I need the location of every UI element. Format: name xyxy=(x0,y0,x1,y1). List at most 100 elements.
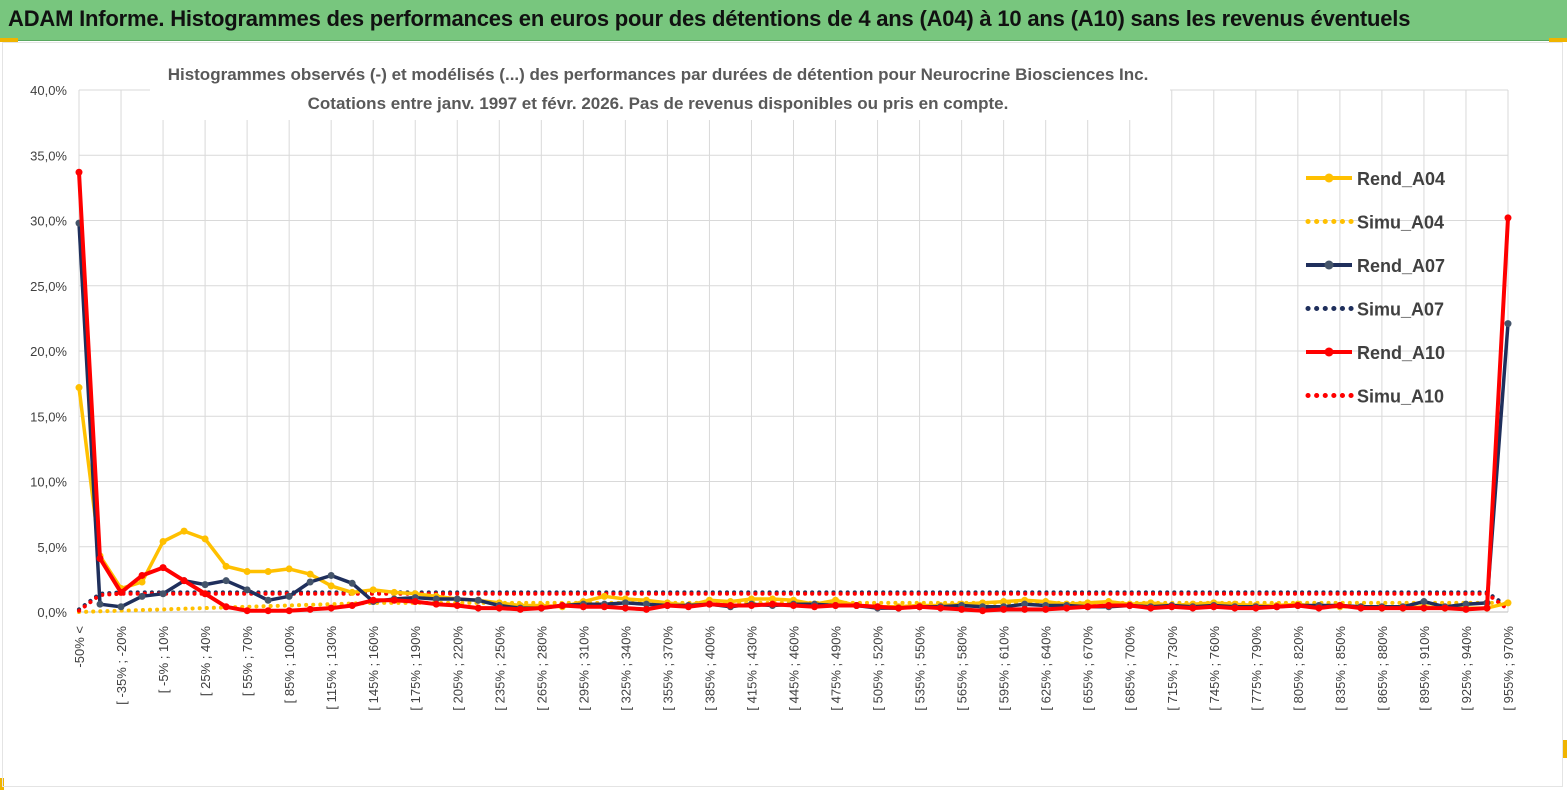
data-point-rend_a04 xyxy=(832,596,840,604)
y-tick-label: 30,0% xyxy=(30,214,67,229)
corner-mark-top-left xyxy=(0,38,18,42)
data-point-rend_a10 xyxy=(1378,604,1386,612)
x-tick-label: [ 685% ; 700% xyxy=(1123,626,1138,711)
data-point-rend_a10 xyxy=(600,603,608,611)
data-point-rend_a10 xyxy=(726,601,734,609)
chart-frame xyxy=(2,42,1563,787)
data-point-rend_a07 xyxy=(432,595,440,603)
data-point-rend_a10 xyxy=(747,601,755,609)
x-tick-label: [ -35% ; -20% xyxy=(114,626,129,705)
chart-title-background xyxy=(150,62,1170,120)
title-banner: ADAM Informe. Histogrammes des performan… xyxy=(0,0,1567,41)
data-point-rend_a10 xyxy=(495,604,503,612)
data-point-rend_a10 xyxy=(663,601,671,609)
data-point-rend_a04 xyxy=(1504,599,1512,607)
x-tick-label: [ 325% ; 340% xyxy=(618,626,633,711)
data-point-rend_a10 xyxy=(1042,605,1050,613)
data-point-rend_a10 xyxy=(1189,604,1197,612)
y-tick-label: 5,0% xyxy=(37,540,67,555)
x-tick-label: [ 205% ; 220% xyxy=(450,626,465,711)
data-point-rend_a10 xyxy=(811,603,819,611)
data-point-rend_a07 xyxy=(642,600,650,608)
corner-mark-right xyxy=(1563,740,1567,758)
data-point-rend_a10 xyxy=(1357,604,1365,612)
data-point-rend_a07 xyxy=(264,596,272,604)
data-point-rend_a10 xyxy=(285,607,293,615)
data-point-rend_a10 xyxy=(474,604,482,612)
x-tick-label: [ 595% ; 610% xyxy=(997,626,1012,711)
data-point-rend_a10 xyxy=(579,603,587,611)
legend-label: Simu_A10 xyxy=(1357,387,1444,407)
data-point-rend_a04 xyxy=(180,527,188,535)
data-point-rend_a10 xyxy=(159,564,167,572)
data-point-rend_a10 xyxy=(790,601,797,609)
data-point-rend_a10 xyxy=(558,601,566,609)
data-point-rend_a10 xyxy=(1504,214,1512,222)
chart-title-line: Cotations entre janv. 1997 et févr. 2026… xyxy=(308,94,1009,113)
data-point-rend_a10 xyxy=(75,168,83,176)
data-point-rend_a10 xyxy=(1063,604,1071,612)
data-point-rend_a10 xyxy=(1462,605,1470,613)
x-tick-label: [ 925% ; 940% xyxy=(1459,626,1474,711)
data-point-rend_a10 xyxy=(621,604,629,612)
data-point-rend_a04 xyxy=(201,535,209,543)
data-point-rend_a10 xyxy=(1105,601,1113,609)
data-point-rend_a07 xyxy=(138,592,146,600)
y-tick-label: 20,0% xyxy=(30,344,67,359)
data-point-rend_a10 xyxy=(1126,601,1134,609)
data-point-rend_a04 xyxy=(243,568,251,576)
x-tick-label: [ 505% ; 520% xyxy=(871,626,886,711)
x-tick-label: [ 385% ; 400% xyxy=(702,626,717,711)
x-tick-label: [ 655% ; 670% xyxy=(1081,626,1096,711)
data-point-rend_a07 xyxy=(1462,600,1470,608)
y-tick-label: 0,0% xyxy=(37,605,67,620)
x-tick-label: [ 85% ; 100% xyxy=(282,626,297,704)
data-point-rend_a07 xyxy=(1420,598,1428,606)
x-tick-label: [ 295% ; 310% xyxy=(576,626,591,711)
data-point-rend_a04 xyxy=(75,384,83,392)
legend-label: Simu_A07 xyxy=(1357,300,1444,320)
x-tick-label: [ 265% ; 280% xyxy=(534,626,549,711)
data-point-rend_a04 xyxy=(327,582,335,590)
data-point-rend_a04 xyxy=(369,586,377,594)
data-point-rend_a10 xyxy=(768,600,776,608)
data-point-rend_a10 xyxy=(642,605,650,613)
data-point-rend_a10 xyxy=(1315,604,1323,612)
x-tick-label: [ 625% ; 640% xyxy=(1039,626,1054,711)
data-point-rend_a10 xyxy=(1231,604,1239,612)
data-point-rend_a10 xyxy=(1294,601,1302,609)
x-tick-label: [ 955% ; 970% xyxy=(1501,626,1516,711)
data-point-rend_a10 xyxy=(1210,603,1218,611)
x-tick-label: [ 475% ; 490% xyxy=(829,626,844,711)
data-point-rend_a10 xyxy=(1399,604,1407,612)
legend-label: Simu_A04 xyxy=(1357,213,1444,233)
legend-label: Rend_A04 xyxy=(1357,169,1445,189)
x-tick-label: [ 715% ; 730% xyxy=(1165,626,1180,711)
data-point-rend_a07 xyxy=(285,592,293,600)
data-point-rend_a04 xyxy=(222,562,230,570)
x-tick-label: [ 865% ; 880% xyxy=(1375,626,1390,711)
data-point-rend_a04 xyxy=(747,595,755,603)
data-point-rend_a10 xyxy=(1084,603,1092,611)
data-point-rend_a04 xyxy=(390,588,398,596)
x-tick-label: [ 535% ; 550% xyxy=(913,626,928,711)
data-point-rend_a04 xyxy=(285,565,293,573)
x-tick-label: [ 25% ; 40% xyxy=(198,626,213,697)
data-point-rend_a04 xyxy=(306,570,314,578)
data-point-rend_a10 xyxy=(874,603,882,611)
data-point-rend_a10 xyxy=(684,603,692,611)
legend-marker xyxy=(1324,347,1334,357)
data-point-rend_a10 xyxy=(201,590,209,598)
data-point-rend_a10 xyxy=(411,598,419,606)
data-point-rend_a10 xyxy=(1147,604,1155,612)
data-point-rend_a10 xyxy=(1336,601,1344,609)
legend-label: Rend_A07 xyxy=(1357,256,1445,276)
x-tick-label: [ 115% ; 130% xyxy=(324,626,339,710)
data-point-rend_a07 xyxy=(159,590,167,598)
data-point-rend_a04 xyxy=(138,578,146,586)
x-tick-label: [ 775% ; 790% xyxy=(1249,626,1264,711)
data-point-rend_a10 xyxy=(537,604,545,612)
data-point-rend_a10 xyxy=(348,601,356,609)
legend-marker xyxy=(1324,260,1334,270)
data-point-rend_a10 xyxy=(138,571,146,579)
